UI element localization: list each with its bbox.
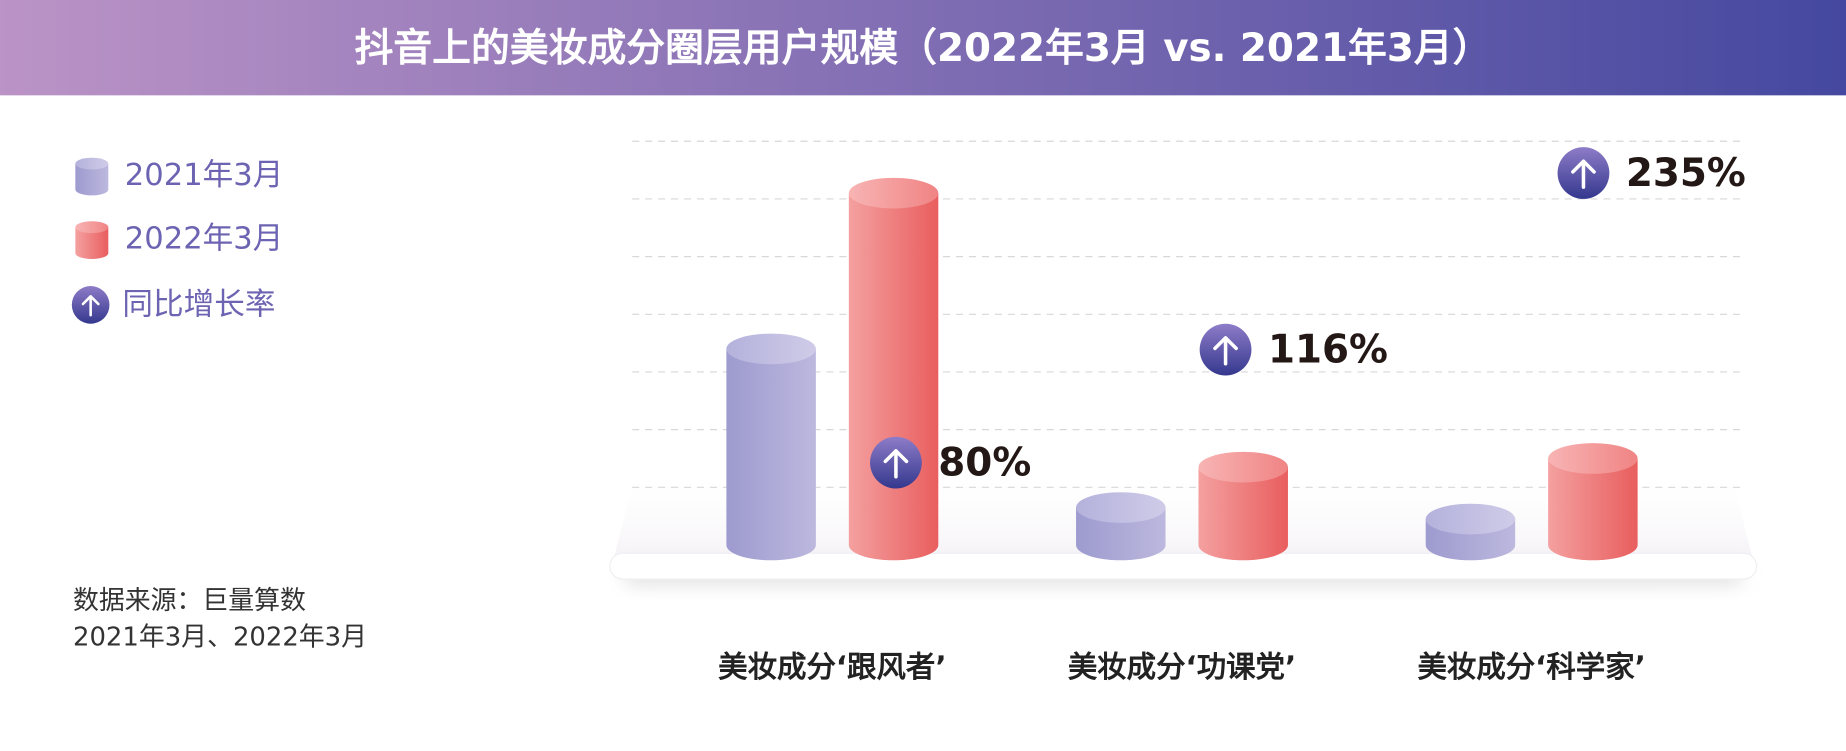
arrow-icon [81, 295, 100, 317]
cylinder [1548, 443, 1638, 561]
cylinder-body [726, 348, 816, 561]
legend-swatch-top [75, 221, 109, 234]
growth-label: 116% [1268, 327, 1388, 372]
legend-label: 同比增长率 [122, 288, 275, 323]
growth-marker [1199, 323, 1252, 376]
cylinder-top [1425, 503, 1516, 535]
header-bar [0, 0, 1846, 96]
legend-item: 2022年3月 [75, 221, 283, 259]
x-tick-label: 美妆成分‘功课党’ [1068, 650, 1296, 684]
growth-label: 80% [938, 440, 1031, 485]
cylinder-top [848, 177, 939, 209]
growth-marker [1557, 147, 1610, 199]
growth-label: 235% [1626, 151, 1746, 196]
source: 数据来源：巨量算数 [73, 586, 306, 616]
growth-marker [71, 286, 110, 324]
cylinder-top [1076, 492, 1166, 523]
cylinder-body [1548, 458, 1638, 561]
cylinder-top [726, 333, 816, 365]
cylinder [1425, 503, 1516, 561]
x-tick-label: 美妆成分‘跟风者’ [718, 650, 946, 684]
x-tick-label: 美妆成分‘科学家’ [1417, 650, 1645, 684]
legend-swatch [75, 163, 109, 196]
chart-title: 抖音上的美妆成分圈层用户规模（2022年3月 vs. 2021年3月） [354, 26, 1491, 71]
cylinder-body [1198, 467, 1288, 561]
legend-label: 2021年3月 [125, 158, 284, 193]
legend-item: 2021年3月 [75, 157, 284, 196]
cylinder-body [848, 193, 939, 561]
source: 2021年3月、2022年3月 [73, 622, 367, 652]
cylinder [1076, 492, 1166, 561]
cylinder [726, 333, 816, 561]
cylinder-top [1548, 443, 1638, 474]
cylinder [848, 177, 939, 561]
arrow-icon [1571, 159, 1596, 189]
legend-label: 2022年3月 [125, 222, 284, 257]
legend-swatch-top [75, 157, 109, 170]
legend-swatch [75, 227, 109, 259]
cylinder [1198, 451, 1288, 561]
arrow-icon [883, 449, 909, 479]
cylinder-top [1198, 451, 1288, 483]
growth-marker [870, 436, 922, 489]
arrow-icon [1213, 336, 1238, 366]
